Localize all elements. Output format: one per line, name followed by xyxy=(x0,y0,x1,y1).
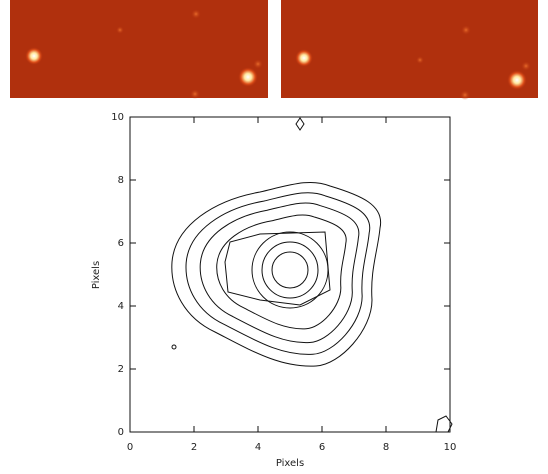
x-tick-label: 8 xyxy=(383,442,389,453)
y-tick-label: 10 xyxy=(111,112,124,123)
plot-frame xyxy=(129,116,451,433)
image-right xyxy=(281,0,538,100)
contours xyxy=(172,118,452,432)
x-tick-label: 2 xyxy=(191,442,197,453)
y-tick-label: 0 xyxy=(118,427,124,438)
x-tick-label: 10 xyxy=(444,442,457,453)
y-axis-label: Pixels xyxy=(91,261,102,289)
y-tick-label: 6 xyxy=(118,238,124,249)
y-tick-label: 4 xyxy=(118,301,124,312)
x-axis-label: Pixels xyxy=(276,458,304,469)
x-tick-label: 6 xyxy=(319,442,325,453)
image-left xyxy=(10,0,268,99)
y-tick-label: 2 xyxy=(118,364,124,375)
x-tick-label: 4 xyxy=(255,442,261,453)
y-tick-label: 8 xyxy=(118,175,124,186)
x-tick-label: 0 xyxy=(127,442,133,453)
